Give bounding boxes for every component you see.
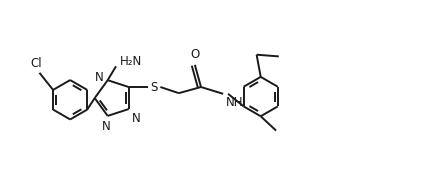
Text: N: N bbox=[132, 112, 141, 125]
Text: H₂N: H₂N bbox=[120, 55, 142, 68]
Text: N: N bbox=[95, 71, 104, 84]
Text: O: O bbox=[190, 48, 200, 61]
Text: S: S bbox=[151, 80, 158, 94]
Text: N: N bbox=[102, 120, 111, 132]
Text: NH: NH bbox=[226, 96, 243, 109]
Text: Cl: Cl bbox=[30, 57, 42, 70]
